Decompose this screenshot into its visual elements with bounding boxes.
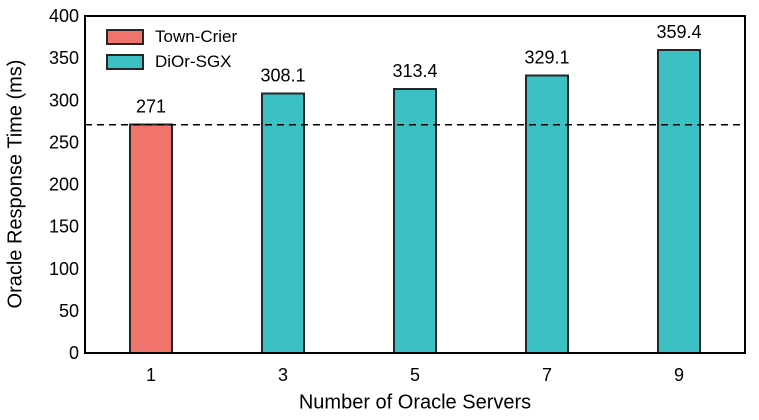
bar-1 (129, 123, 173, 355)
bar-5 (393, 87, 437, 354)
y-tick-label: 100 (49, 259, 79, 279)
bar-value-label: 329.1 (524, 48, 569, 68)
legend-item-town-crier: Town-Crier (106, 27, 238, 46)
y-tick-label: 0 (69, 343, 79, 363)
x-axis-title: Number of Oracle Servers (298, 391, 532, 414)
x-tick-label: 3 (278, 365, 288, 385)
legend-label-dior-sgx: DiOr-SGX (155, 52, 232, 71)
x-tick-label: 1 (146, 365, 156, 385)
y-tick-label: 400 (49, 6, 79, 26)
bar-value-label: 271 (136, 97, 166, 117)
bar-3 (261, 92, 305, 354)
bar-value-label: 308.1 (260, 65, 305, 85)
bar-value-label: 313.4 (392, 61, 437, 81)
y-tick-label: 250 (49, 132, 79, 152)
dior-sgx-swatch (106, 54, 144, 70)
bar-value-label: 359.4 (656, 22, 701, 42)
y-tick-label: 50 (59, 301, 79, 321)
y-tick-label: 150 (49, 217, 79, 237)
legend-item-dior-sgx: DiOr-SGX (106, 52, 237, 71)
x-tick-label: 5 (410, 365, 420, 385)
bar-9 (657, 49, 701, 354)
legend: Town-Crier DiOr-SGX (106, 27, 238, 79)
y-axis-title: Oracle Response Time (ms) (4, 59, 27, 309)
x-tick-label: 7 (542, 365, 552, 385)
y-tick-label: 350 (49, 48, 79, 68)
bar-7 (525, 74, 569, 355)
y-tick-label: 200 (49, 175, 79, 195)
town-crier-swatch (106, 29, 144, 45)
y-tick-label: 300 (49, 90, 79, 110)
legend-label-town-crier: Town-Crier (155, 27, 238, 46)
plot-border (83, 14, 747, 355)
x-tick-label: 9 (674, 365, 684, 385)
